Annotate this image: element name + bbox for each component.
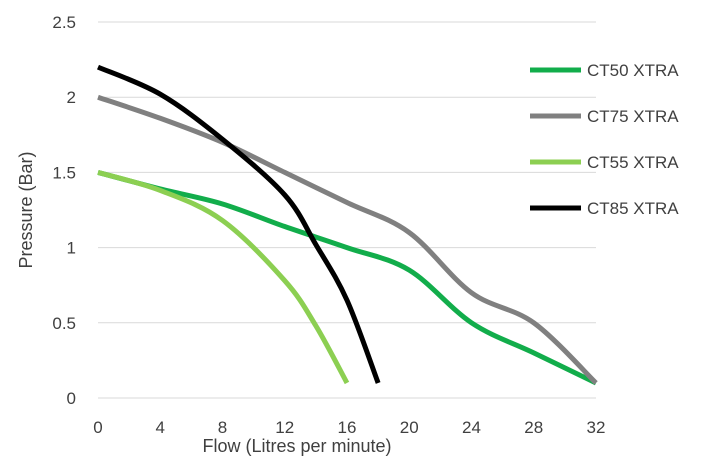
y-axis-tick-labels: 0 0.5 1 1.5 2 2.5 — [52, 13, 76, 408]
legend-label-ct55-xtra: CT55 XTRA — [587, 153, 679, 172]
series-line-ct55-xtra — [97, 169, 350, 385]
x-tick-label: 4 — [156, 418, 165, 437]
y-tick-label: 0 — [67, 389, 76, 408]
legend-label-ct85-xtra: CT85 XTRA — [587, 199, 679, 218]
y-tick-label: 1.5 — [52, 163, 76, 182]
y-tick-label: 2.5 — [52, 13, 76, 32]
x-tick-label: 12 — [275, 418, 294, 437]
x-tick-label: 28 — [524, 418, 543, 437]
y-tick-label: 0.5 — [52, 314, 76, 333]
x-tick-label: 0 — [93, 418, 102, 437]
x-axis-title: Flow (Litres per minute) — [202, 436, 391, 456]
legend-label-ct50-xtra: CT50 XTRA — [587, 61, 679, 80]
y-tick-label: 2 — [67, 88, 76, 107]
legend-label-ct75-xtra: CT75 XTRA — [587, 107, 679, 126]
series-lines — [97, 64, 598, 386]
series-line-ct50-xtra — [97, 169, 598, 386]
y-axis-title: Pressure (Bar) — [16, 151, 36, 268]
x-tick-label: 20 — [400, 418, 419, 437]
x-tick-label: 8 — [218, 418, 227, 437]
series-line-ct85-xtra — [97, 64, 381, 384]
x-tick-label: 32 — [587, 418, 606, 437]
x-axis-tick-labels: 0 4 8 12 16 20 24 28 32 — [93, 418, 605, 437]
x-tick-label: 24 — [462, 418, 481, 437]
legend: CT50 XTRA CT75 XTRA CT55 XTRA CT85 XTRA — [530, 61, 679, 218]
gridlines — [98, 21, 596, 399]
x-tick-label: 16 — [338, 418, 357, 437]
y-tick-label: 1 — [67, 239, 76, 258]
series-line-ct75-xtra — [97, 94, 598, 385]
